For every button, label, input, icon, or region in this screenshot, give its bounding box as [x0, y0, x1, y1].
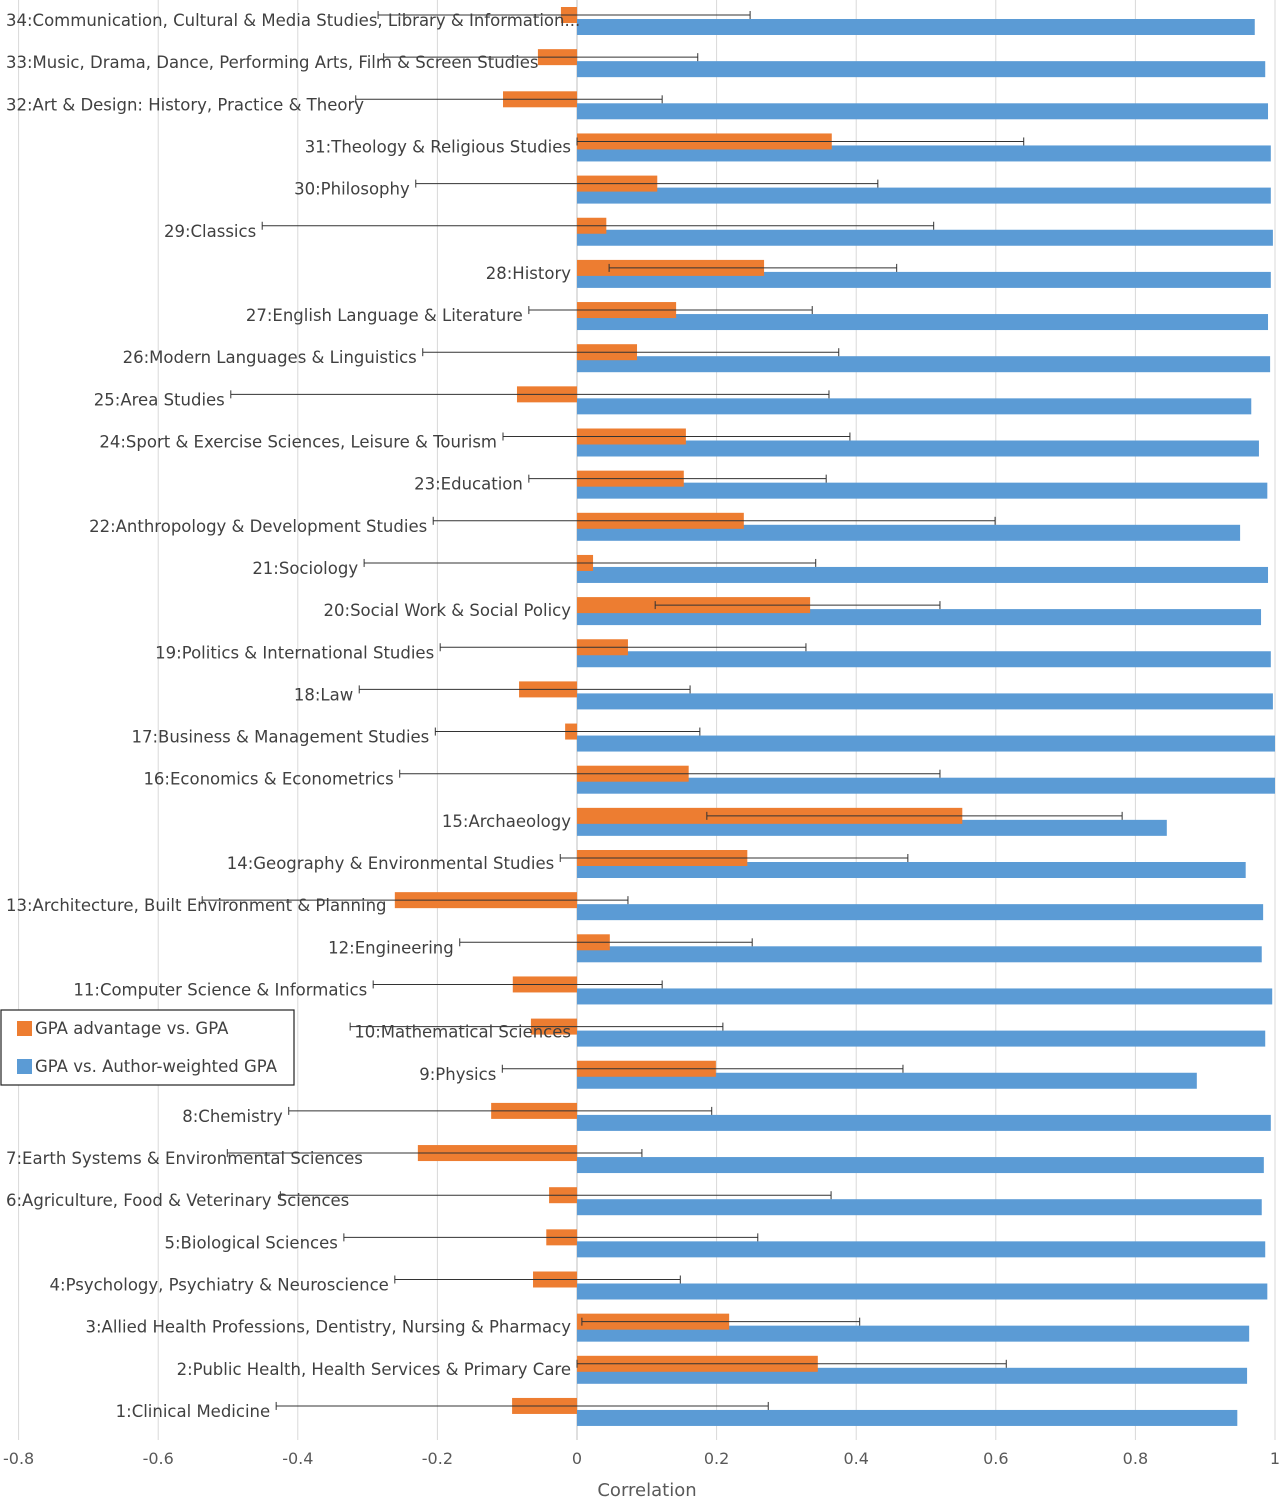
- category-label: 4:Psychology, Psychiatry & Neuroscience: [50, 1276, 389, 1295]
- bar-gpa-vs-author-weighted: [577, 1241, 1266, 1258]
- category-label: 15:Archaeology: [442, 812, 571, 831]
- category-label: 28:History: [486, 264, 571, 283]
- category-label: 14:Geography & Environmental Studies: [227, 854, 555, 873]
- category-label: 16:Economics & Econometrics: [143, 770, 393, 789]
- bar-gpa-vs-author-weighted: [577, 1283, 1268, 1300]
- x-tick-label: -0.4: [282, 1449, 313, 1468]
- category-label: 19:Politics & International Studies: [155, 643, 434, 662]
- category-labels: 34:Communication, Cultural & Media Studi…: [6, 11, 580, 1421]
- bar-gpa-vs-author-weighted: [577, 735, 1275, 752]
- bar-gpa-vs-author-weighted: [577, 651, 1271, 668]
- legend-label-blue: GPA vs. Author-weighted GPA: [35, 1057, 278, 1076]
- legend-swatch-orange: [17, 1021, 32, 1036]
- x-tick-label: 0: [572, 1449, 582, 1468]
- category-label: 8:Chemistry: [182, 1107, 283, 1126]
- bar-gpa-vs-author-weighted: [577, 229, 1273, 246]
- bar-gpa-vs-author-weighted: [577, 693, 1273, 710]
- bar-gpa-vs-author-weighted: [577, 19, 1255, 35]
- x-tick-label: -0.2: [422, 1449, 453, 1468]
- category-label: 32:Art & Design: History, Practice & The…: [6, 95, 364, 114]
- category-label: 10:Mathematical Sciences: [354, 1023, 571, 1042]
- x-tick-label: -0.8: [3, 1449, 34, 1468]
- bar-gpa-vs-author-weighted: [577, 1072, 1197, 1089]
- bar-gpa-vs-author-weighted: [577, 1114, 1271, 1131]
- x-axis-ticks: -0.8 -0.6 -0.4 -0.2 0 0.2 0.4 0.6 0.8 1: [3, 1449, 1280, 1468]
- category-label: 22:Anthropology & Development Studies: [89, 517, 427, 536]
- bar-gpa-vs-author-weighted: [577, 946, 1262, 963]
- x-tick-label: 0.8: [1123, 1449, 1148, 1468]
- category-label: 23:Education: [414, 475, 523, 494]
- category-label: 7:Earth Systems & Environmental Sciences: [6, 1149, 363, 1168]
- category-label: 24:Sport & Exercise Sciences, Leisure & …: [99, 433, 497, 452]
- category-label: 30:Philosophy: [294, 180, 410, 199]
- bar-gpa-vs-author-weighted: [577, 904, 1264, 921]
- category-label: 33:Music, Drama, Dance, Performing Arts,…: [6, 53, 538, 72]
- bars: [201, 7, 1275, 1426]
- category-label: 5:Biological Sciences: [164, 1233, 337, 1252]
- legend-label-orange: GPA advantage vs. GPA: [35, 1019, 229, 1038]
- category-label: 34:Communication, Cultural & Media Studi…: [6, 11, 580, 30]
- category-label: 2:Public Health, Health Services & Prima…: [177, 1360, 571, 1379]
- bar-gpa-vs-author-weighted: [577, 777, 1275, 794]
- legend: GPA advantage vs. GPA GPA vs. Author-wei…: [0, 1009, 295, 1086]
- category-label: 27:English Language & Literature: [246, 306, 523, 325]
- bar-gpa-vs-author-weighted: [577, 1030, 1266, 1047]
- category-label: 13:Architecture, Built Environment & Pla…: [6, 896, 387, 915]
- x-tick-label: 0.4: [843, 1449, 868, 1468]
- category-label: 1:Clinical Medicine: [116, 1402, 271, 1421]
- legend-swatch-blue: [17, 1059, 32, 1074]
- category-label: 3:Allied Health Professions, Dentistry, …: [85, 1318, 571, 1337]
- gridlines: [18, 0, 1276, 1440]
- category-label: 21:Sociology: [252, 559, 358, 578]
- bar-gpa-vs-author-weighted: [577, 1325, 1250, 1342]
- bar-gpa-vs-author-weighted: [577, 314, 1269, 331]
- category-label: 31:Theology & Religious Studies: [305, 137, 571, 156]
- x-tick-label: 0.6: [983, 1449, 1008, 1468]
- bar-gpa-vs-author-weighted: [577, 482, 1268, 499]
- category-label: 20:Social Work & Social Policy: [324, 601, 572, 620]
- bar-gpa-vs-author-weighted: [577, 566, 1269, 583]
- x-tick-label: -0.6: [143, 1449, 174, 1468]
- bar-gpa-vs-author-weighted: [577, 103, 1269, 120]
- category-label: 12:Engineering: [328, 938, 454, 957]
- bar-gpa-vs-author-weighted: [577, 1157, 1264, 1174]
- bar-gpa-vs-author-weighted: [577, 187, 1271, 204]
- category-label: 9:Physics: [419, 1065, 496, 1084]
- bar-gpa-vs-author-weighted: [577, 440, 1259, 457]
- category-label: 25:Area Studies: [94, 390, 225, 409]
- x-tick-label: 0.2: [704, 1449, 729, 1468]
- x-tick-label: 1: [1270, 1449, 1280, 1468]
- category-label: 17:Business & Management Studies: [131, 728, 429, 747]
- x-axis-title: Correlation: [597, 1480, 696, 1498]
- bar-gpa-vs-author-weighted: [577, 1199, 1262, 1216]
- category-label: 6:Agriculture, Food & Veterinary Science…: [6, 1191, 349, 1210]
- category-label: 26:Modern Languages & Linguistics: [123, 348, 417, 367]
- bar-gpa-vs-author-weighted: [577, 61, 1266, 78]
- bar-gpa-vs-author-weighted: [577, 1409, 1238, 1426]
- bar-gpa-vs-author-weighted: [577, 988, 1273, 1005]
- bar-gpa-vs-author-weighted: [577, 356, 1271, 373]
- category-label: 11:Computer Science & Informatics: [73, 980, 367, 999]
- category-label: 29:Classics: [164, 222, 256, 241]
- category-label: 18:Law: [294, 685, 353, 704]
- bar-gpa-vs-author-weighted: [577, 398, 1252, 415]
